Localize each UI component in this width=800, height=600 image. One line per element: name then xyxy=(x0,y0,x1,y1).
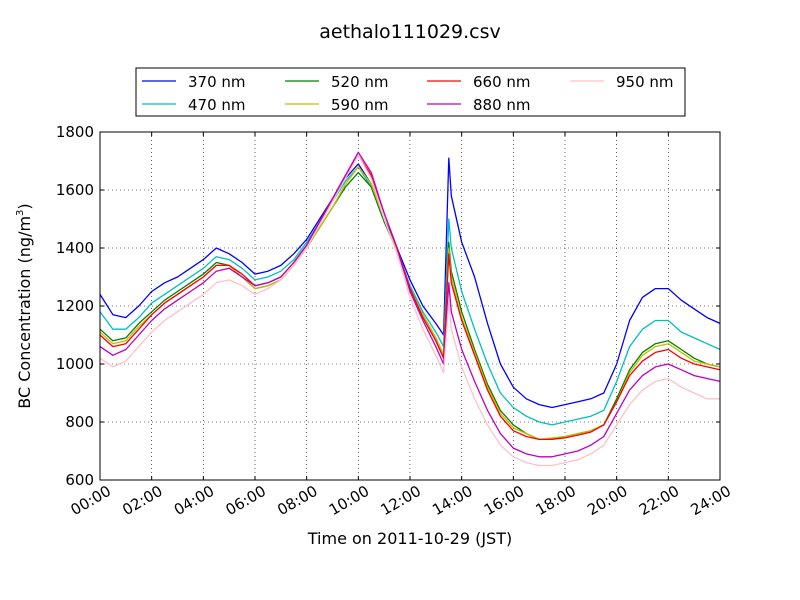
y-axis-label: BC Concentration (ng/m3) xyxy=(15,203,34,408)
plot-area: 00:00 02:00 04:00 06:00 08:00 10:00 12:00 14:00… xyxy=(56,123,734,519)
y-tick-label-6: 1800 xyxy=(56,123,94,141)
legend-label: 470 nm xyxy=(188,96,246,114)
y-tick-label-3: 1200 xyxy=(56,297,94,315)
y-tick-label-4: 1400 xyxy=(56,239,94,257)
y-tick-label-0: 600 xyxy=(65,471,94,489)
y-axis-label-superscript: 3 xyxy=(15,210,26,216)
legend-label: 950 nm xyxy=(616,73,674,91)
legend-item: 660 nm xyxy=(427,73,531,91)
series-line-470-nm xyxy=(99,166,721,426)
series-line-950-nm xyxy=(99,154,720,467)
legend-label: 370 nm xyxy=(188,73,246,91)
series-lines xyxy=(99,151,721,467)
legend-item: 880 nm xyxy=(427,96,531,114)
series-line-660-nm xyxy=(99,154,721,441)
y-axis: 600 800 1000 1200 1400 1600 1800 xyxy=(56,123,720,489)
legend-item: 470 nm xyxy=(142,96,246,114)
chart-title: aethalo111029.csv xyxy=(319,21,501,43)
legend: 370 nm 470 nm 520 nm 590 nm 660 nm 880 nm 950 … xyxy=(135,67,686,117)
legend-label: 590 nm xyxy=(331,96,389,114)
legend-label: 520 nm xyxy=(331,73,389,91)
y-axis-label-end: ) xyxy=(15,203,34,209)
series-line-880-nm xyxy=(99,151,721,458)
legend-label: 880 nm xyxy=(473,96,531,114)
y-tick-label-1: 800 xyxy=(65,413,94,431)
legend-item: 520 nm xyxy=(285,73,389,91)
y-tick-label-2: 1000 xyxy=(56,355,94,373)
y-tick-label-5: 1600 xyxy=(56,181,94,199)
legend-label: 660 nm xyxy=(473,73,531,91)
x-axis-label: Time on 2011-10-29 (JST) xyxy=(307,529,512,548)
legend-item: 590 nm xyxy=(285,96,389,114)
legend-item: 370 nm xyxy=(142,73,246,91)
y-axis-label-main: BC Concentration (ng/m xyxy=(15,216,34,409)
legend-item: 950 nm xyxy=(570,73,674,91)
legend-frame xyxy=(135,67,686,117)
series-line-370-nm xyxy=(99,157,721,409)
